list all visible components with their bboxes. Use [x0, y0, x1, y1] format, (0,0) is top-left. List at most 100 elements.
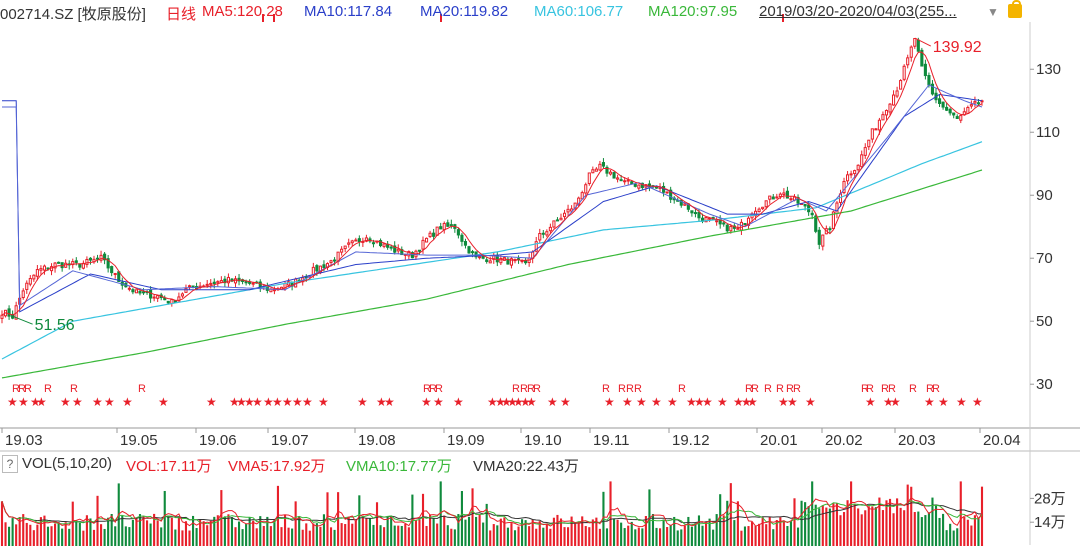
volume-bar: [920, 517, 923, 546]
star-event-icon: ★: [92, 395, 103, 409]
volume-bar: [319, 526, 322, 546]
volume-bar: [262, 525, 265, 546]
candle-body: [485, 259, 489, 262]
date-label: 19.08: [358, 432, 396, 449]
volume-bar: [701, 525, 704, 546]
candle-body: [46, 267, 50, 270]
volume-bar: [796, 527, 800, 546]
volume-bar: [857, 508, 860, 546]
candle-body: [725, 224, 729, 232]
price-tick-label: 130: [1036, 61, 1061, 78]
candle-body: [340, 248, 344, 253]
candle-body: [85, 258, 89, 265]
volume-bar: [89, 518, 92, 546]
vma20-legend: VMA20:22.43万: [473, 458, 579, 475]
candle-body: [630, 181, 634, 185]
candle-body: [683, 203, 687, 206]
price-tick-label: 70: [1036, 250, 1053, 267]
candle-body: [488, 260, 492, 264]
r-event-marker: R: [888, 383, 896, 395]
candle-body: [623, 180, 627, 183]
volume-bar: [793, 498, 796, 546]
volume-bar: [818, 508, 821, 546]
event-flag-marker: [782, 14, 784, 22]
volume-bar: [690, 526, 693, 546]
volume-bar: [595, 517, 598, 546]
volume-bar: [92, 529, 96, 546]
star-event-icon: ★: [495, 395, 506, 409]
volume-bar: [390, 515, 393, 546]
ma5-legend: MA5:120.28: [202, 3, 283, 20]
ma60-legend: MA60:106.77: [534, 3, 624, 20]
volume-bar: [782, 520, 785, 546]
candle-body: [785, 190, 789, 199]
r-event-marker: R: [618, 383, 626, 395]
candle-body: [424, 237, 429, 243]
low-price-annotation: 51.56: [35, 317, 75, 334]
volume-bar: [765, 524, 768, 546]
candle-body: [941, 101, 945, 108]
volume-bar: [673, 516, 676, 546]
volume-bar: [128, 527, 131, 546]
volume-bar: [651, 514, 655, 546]
volume-bar: [184, 521, 188, 546]
volume-bar: [237, 521, 241, 546]
help-icon[interactable]: ?: [2, 455, 18, 473]
volume-bar: [609, 481, 612, 546]
candle-body: [42, 265, 47, 271]
star-event-icon: ★: [622, 395, 633, 409]
date-range[interactable]: 2019/03/20-2020/04/03(255...: [759, 3, 957, 20]
volume-bar: [906, 484, 909, 546]
candle-body: [219, 280, 223, 283]
volume-bar: [344, 524, 347, 546]
star-event-icon: ★: [938, 395, 949, 409]
candle-body: [57, 261, 61, 264]
volume-bar: [927, 512, 930, 546]
volume-bar: [627, 525, 630, 546]
volume-bar: [789, 520, 793, 546]
volume-bar: [453, 529, 456, 546]
candle-body: [88, 257, 93, 261]
volume-bar: [386, 516, 389, 546]
volume-bar: [613, 519, 616, 546]
volume-bar: [167, 515, 170, 546]
volume-bar: [8, 526, 11, 546]
star-event-icon: ★: [972, 395, 983, 409]
candle-body: [955, 116, 959, 119]
volume-bar: [528, 526, 531, 546]
volume-bar: [942, 513, 945, 546]
candle-body: [541, 232, 545, 235]
candle-body: [538, 233, 542, 241]
star-event-icon: ★: [694, 395, 705, 409]
volume-bar: [750, 521, 754, 546]
volume-bar: [404, 523, 407, 546]
candle-body: [743, 223, 747, 226]
volume-bar: [475, 516, 478, 546]
volume-bar: [666, 527, 669, 546]
date-label: 19.07: [271, 432, 309, 449]
candle-body: [138, 290, 142, 294]
volume-bar: [22, 514, 25, 546]
candle-body: [233, 278, 238, 284]
period-label[interactable]: 日线: [166, 6, 197, 23]
candle-body: [552, 220, 556, 228]
star-event-icon: ★: [7, 395, 18, 409]
volume-bar: [694, 523, 697, 546]
lock-icon[interactable]: [1008, 0, 1022, 18]
volume-bar: [322, 514, 326, 546]
volume-bar: [358, 495, 361, 546]
volume-bar: [68, 528, 71, 546]
candle-body: [605, 166, 609, 174]
candle-body: [729, 225, 733, 232]
date-label: 19.05: [120, 432, 158, 449]
star-event-icon: ★: [747, 395, 758, 409]
volume-bar: [103, 528, 106, 546]
volume-bar: [538, 521, 541, 546]
volume-bar: [577, 521, 580, 546]
chevron-down-icon[interactable]: ▼: [987, 5, 999, 19]
ma120-line: [1, 169, 983, 379]
volume-bar: [432, 518, 435, 546]
volume-bar: [492, 524, 495, 546]
ma10-legend: MA10:117.84: [304, 3, 393, 20]
